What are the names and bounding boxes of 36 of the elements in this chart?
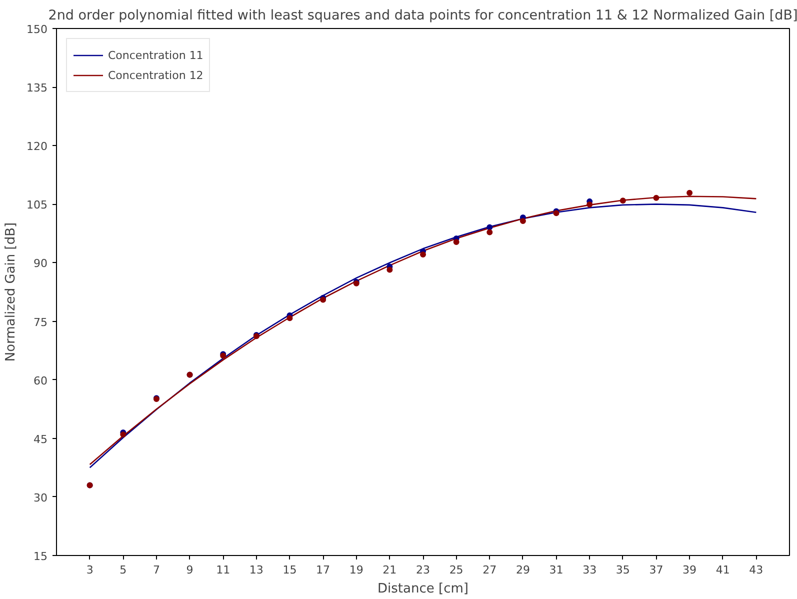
y-tick-label: 75 (34, 316, 48, 329)
x-tick-label: 39 (682, 564, 697, 576)
x-tick-label: 29 (516, 564, 530, 576)
y-tick-label: 105 (26, 198, 48, 212)
y-tick-label: 120 (26, 140, 48, 154)
chart-title: 2nd order polynomial fitted with least squares and data points for concentration 11 & 12 Normalized Gain [dB] (48, 8, 797, 24)
x-axis-title: Distance [cm] (378, 582, 468, 596)
y-tick-label: 135 (26, 82, 48, 95)
y-tick-label: 30 (34, 491, 48, 504)
y-tick-label: 150 (26, 23, 48, 36)
x-tick-label: 35 (616, 564, 630, 576)
legend-label: Concentration 12 (108, 68, 204, 82)
y-tick-label: 45 (34, 432, 48, 446)
x-tick-label: 9 (186, 564, 194, 576)
y-tick-label: 60 (34, 374, 48, 388)
x-tick-label: 5 (120, 564, 127, 576)
x-tick-label: 25 (449, 564, 464, 576)
x-tick-label: 31 (549, 564, 564, 576)
x-tick-label: 15 (282, 564, 297, 576)
x-tick-label: 33 (582, 564, 597, 576)
x-tick-label: 7 (152, 564, 160, 576)
legend-label: Concentration 11 (108, 48, 204, 62)
x-tick-label: 11 (216, 564, 230, 576)
x-tick-label: 19 (349, 564, 364, 576)
x-tick-label: 23 (416, 564, 430, 576)
y-axis-title: Normalized Gain [dB] (4, 222, 19, 362)
x-tick-label: 3 (86, 564, 94, 576)
x-tick-label: 27 (482, 564, 497, 576)
y-tick-label: 15 (34, 550, 48, 563)
x-tick-label: 17 (316, 564, 330, 576)
x-tick-label: 43 (749, 564, 764, 576)
x-tick-label: 41 (716, 564, 730, 576)
x-tick-label: 37 (649, 564, 664, 576)
y-tick-label: 90 (34, 257, 48, 270)
x-tick-label: 21 (382, 564, 397, 576)
x-tick-label: 13 (249, 564, 264, 576)
